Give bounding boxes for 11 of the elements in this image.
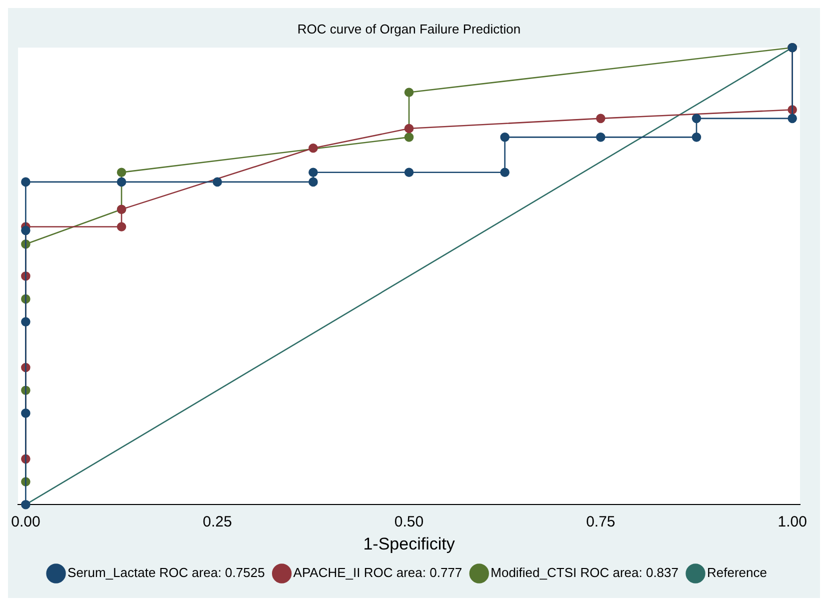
x-tick-label: 0.50 <box>394 514 424 531</box>
x-tick-label: 1.00 <box>778 514 807 531</box>
legend-label: Serum_Lactate ROC area: 0.7525 <box>68 565 265 580</box>
x-tick-label: 0.00 <box>11 514 40 531</box>
x-tick-label: 0.25 <box>202 514 232 531</box>
x-axis-title: 1-Specificity <box>363 534 456 554</box>
x-tick-label: 0.75 <box>586 514 616 531</box>
legend-label: Modified_CTSI ROC area: 0.837 <box>490 565 679 580</box>
legend-label: Reference <box>707 565 767 580</box>
chart-title: ROC curve of Organ Failure Prediction <box>297 21 521 36</box>
legend-label: APACHE_II ROC area: 0.777 <box>293 565 462 580</box>
